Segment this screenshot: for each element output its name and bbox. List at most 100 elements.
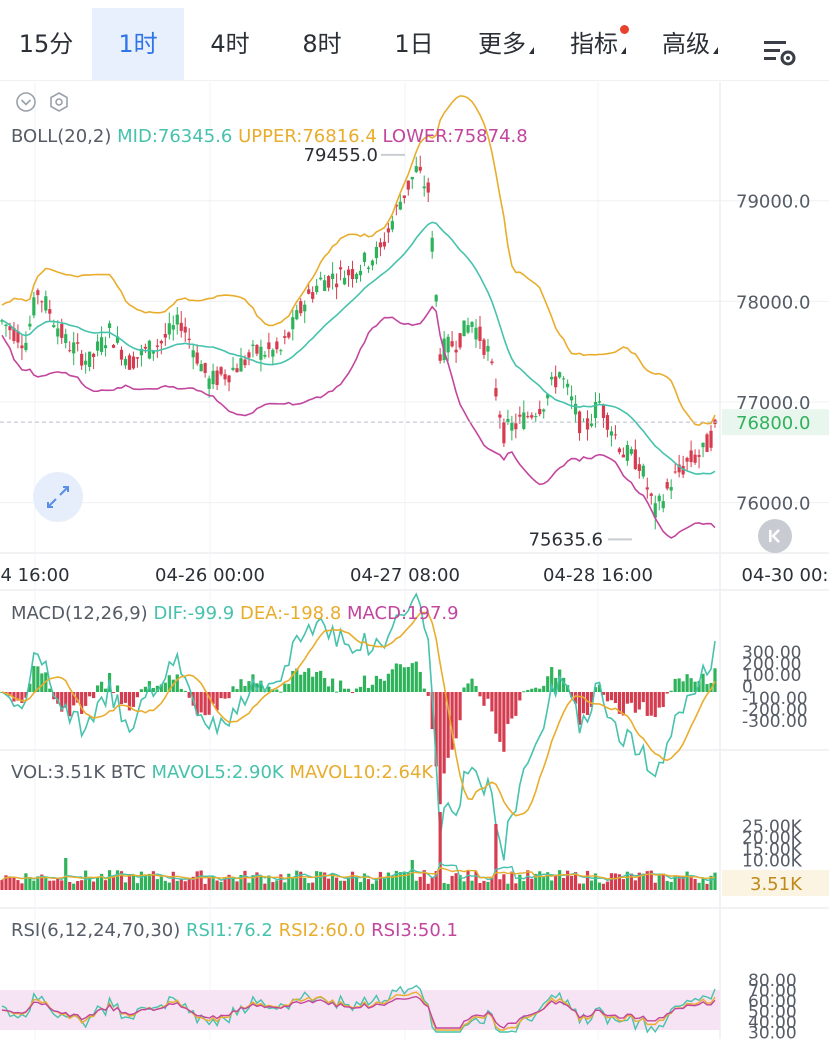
candle-body <box>327 276 331 288</box>
macd-histogram-bar <box>287 683 291 692</box>
macd-histogram-bar <box>538 688 542 692</box>
volume-bar <box>219 881 223 890</box>
macd-histogram-bar <box>589 692 594 707</box>
candle-body <box>546 394 550 399</box>
volume-bar <box>430 877 434 890</box>
volume-bar <box>402 871 406 890</box>
macd-name: MACD(12,26,9) <box>11 603 148 624</box>
volume-bar <box>56 878 60 890</box>
candle-body <box>562 378 566 380</box>
candle-body <box>450 341 454 347</box>
macd-histogram-bar <box>402 667 406 692</box>
candle-body <box>386 228 390 233</box>
candle-body <box>605 415 610 430</box>
volume-bar <box>649 870 653 890</box>
volume-bar <box>466 870 470 890</box>
macd-histogram-bar <box>127 692 132 711</box>
candle-body <box>311 292 315 299</box>
candle-body <box>653 503 657 518</box>
macd-histogram-bar <box>251 674 255 692</box>
macd-histogram-bar <box>518 692 522 701</box>
mavol10-line <box>1 866 716 881</box>
volume-bar <box>88 877 92 890</box>
candle-body <box>271 349 275 357</box>
volume-bar <box>657 873 661 890</box>
volume-bar <box>64 858 68 890</box>
volume-bar <box>470 880 474 890</box>
candle-body <box>633 449 637 470</box>
expand-button[interactable] <box>33 472 83 522</box>
macd-histogram-bar <box>311 676 315 692</box>
volume-bar <box>697 882 701 890</box>
macd-histogram-bar <box>12 692 16 702</box>
macd-histogram-bar <box>689 678 693 692</box>
macd-histogram-bar <box>203 692 207 716</box>
macd-histogram-bar <box>20 692 24 703</box>
tab-indicators[interactable]: 指标 <box>552 8 644 80</box>
volume-bar <box>99 873 104 890</box>
macd-histogram-bar <box>80 692 84 714</box>
tab-more[interactable]: 更多 <box>460 8 552 80</box>
scroll-to-latest-button[interactable] <box>758 519 792 553</box>
macd-histogram-bar <box>64 692 68 708</box>
macd-histogram-bar <box>56 692 60 704</box>
volume-bar <box>510 871 514 890</box>
volume-bar <box>267 875 271 890</box>
candle-body <box>362 252 367 262</box>
macd-histogram-bar <box>558 669 562 692</box>
macd-histogram-bar <box>342 688 347 692</box>
tab-15m[interactable]: 15分 <box>0 8 92 80</box>
candle-body <box>534 416 538 418</box>
volume-bar <box>685 871 689 890</box>
candle-body <box>44 296 48 311</box>
candle-body <box>434 295 438 302</box>
candle-body <box>466 325 470 333</box>
volume-bar <box>362 873 367 890</box>
candle-body <box>323 280 327 292</box>
volume-bar <box>502 874 506 890</box>
candle-body <box>171 325 175 330</box>
rsi-2: RSI2:60.0 <box>278 920 366 941</box>
candle-body <box>295 310 299 320</box>
candle-body <box>291 317 295 330</box>
tab-8h[interactable]: 8时 <box>276 8 368 80</box>
volume-bar <box>585 870 590 890</box>
tab-1d[interactable]: 1日 <box>368 8 460 80</box>
candle-body <box>279 350 283 352</box>
volume-bar <box>625 871 629 890</box>
volume-bar <box>494 824 498 890</box>
volume-bar <box>291 877 295 890</box>
volume-bar <box>239 874 243 890</box>
candle-body <box>307 289 311 294</box>
macd-histogram-bar <box>8 692 12 697</box>
macd-histogram-bar <box>422 688 426 692</box>
macd-histogram-bar <box>303 671 307 692</box>
candle-body <box>95 341 100 351</box>
macd-histogram-bar <box>155 685 159 692</box>
candle-body <box>159 341 163 344</box>
macd-histogram-bar <box>410 663 414 692</box>
macd-histogram-bar <box>24 692 28 698</box>
candle-body <box>48 309 52 314</box>
rsi-panel <box>0 984 720 1034</box>
macd-histogram-bar <box>88 692 92 697</box>
volume-bar <box>163 880 167 890</box>
volume-bar <box>414 880 418 890</box>
volume-bar <box>506 883 510 890</box>
macd-histogram-bar <box>48 688 52 692</box>
candle-body <box>4 324 8 327</box>
candle-body <box>685 457 689 462</box>
tab-advanced[interactable]: 高级 <box>644 8 736 80</box>
candle-body <box>506 418 510 423</box>
tab-label: 4时 <box>210 30 250 58</box>
collapse-icon[interactable] <box>15 91 37 113</box>
volume-bar <box>474 871 478 890</box>
chart-settings-icon[interactable] <box>762 38 798 68</box>
volume-bar <box>187 879 191 890</box>
settings-hex-icon[interactable] <box>48 91 70 113</box>
volume-bar <box>199 870 203 890</box>
tab-4h[interactable]: 4时 <box>184 8 276 80</box>
tab-1h[interactable]: 1时 <box>92 8 184 80</box>
macd-histogram-bar <box>231 686 235 692</box>
